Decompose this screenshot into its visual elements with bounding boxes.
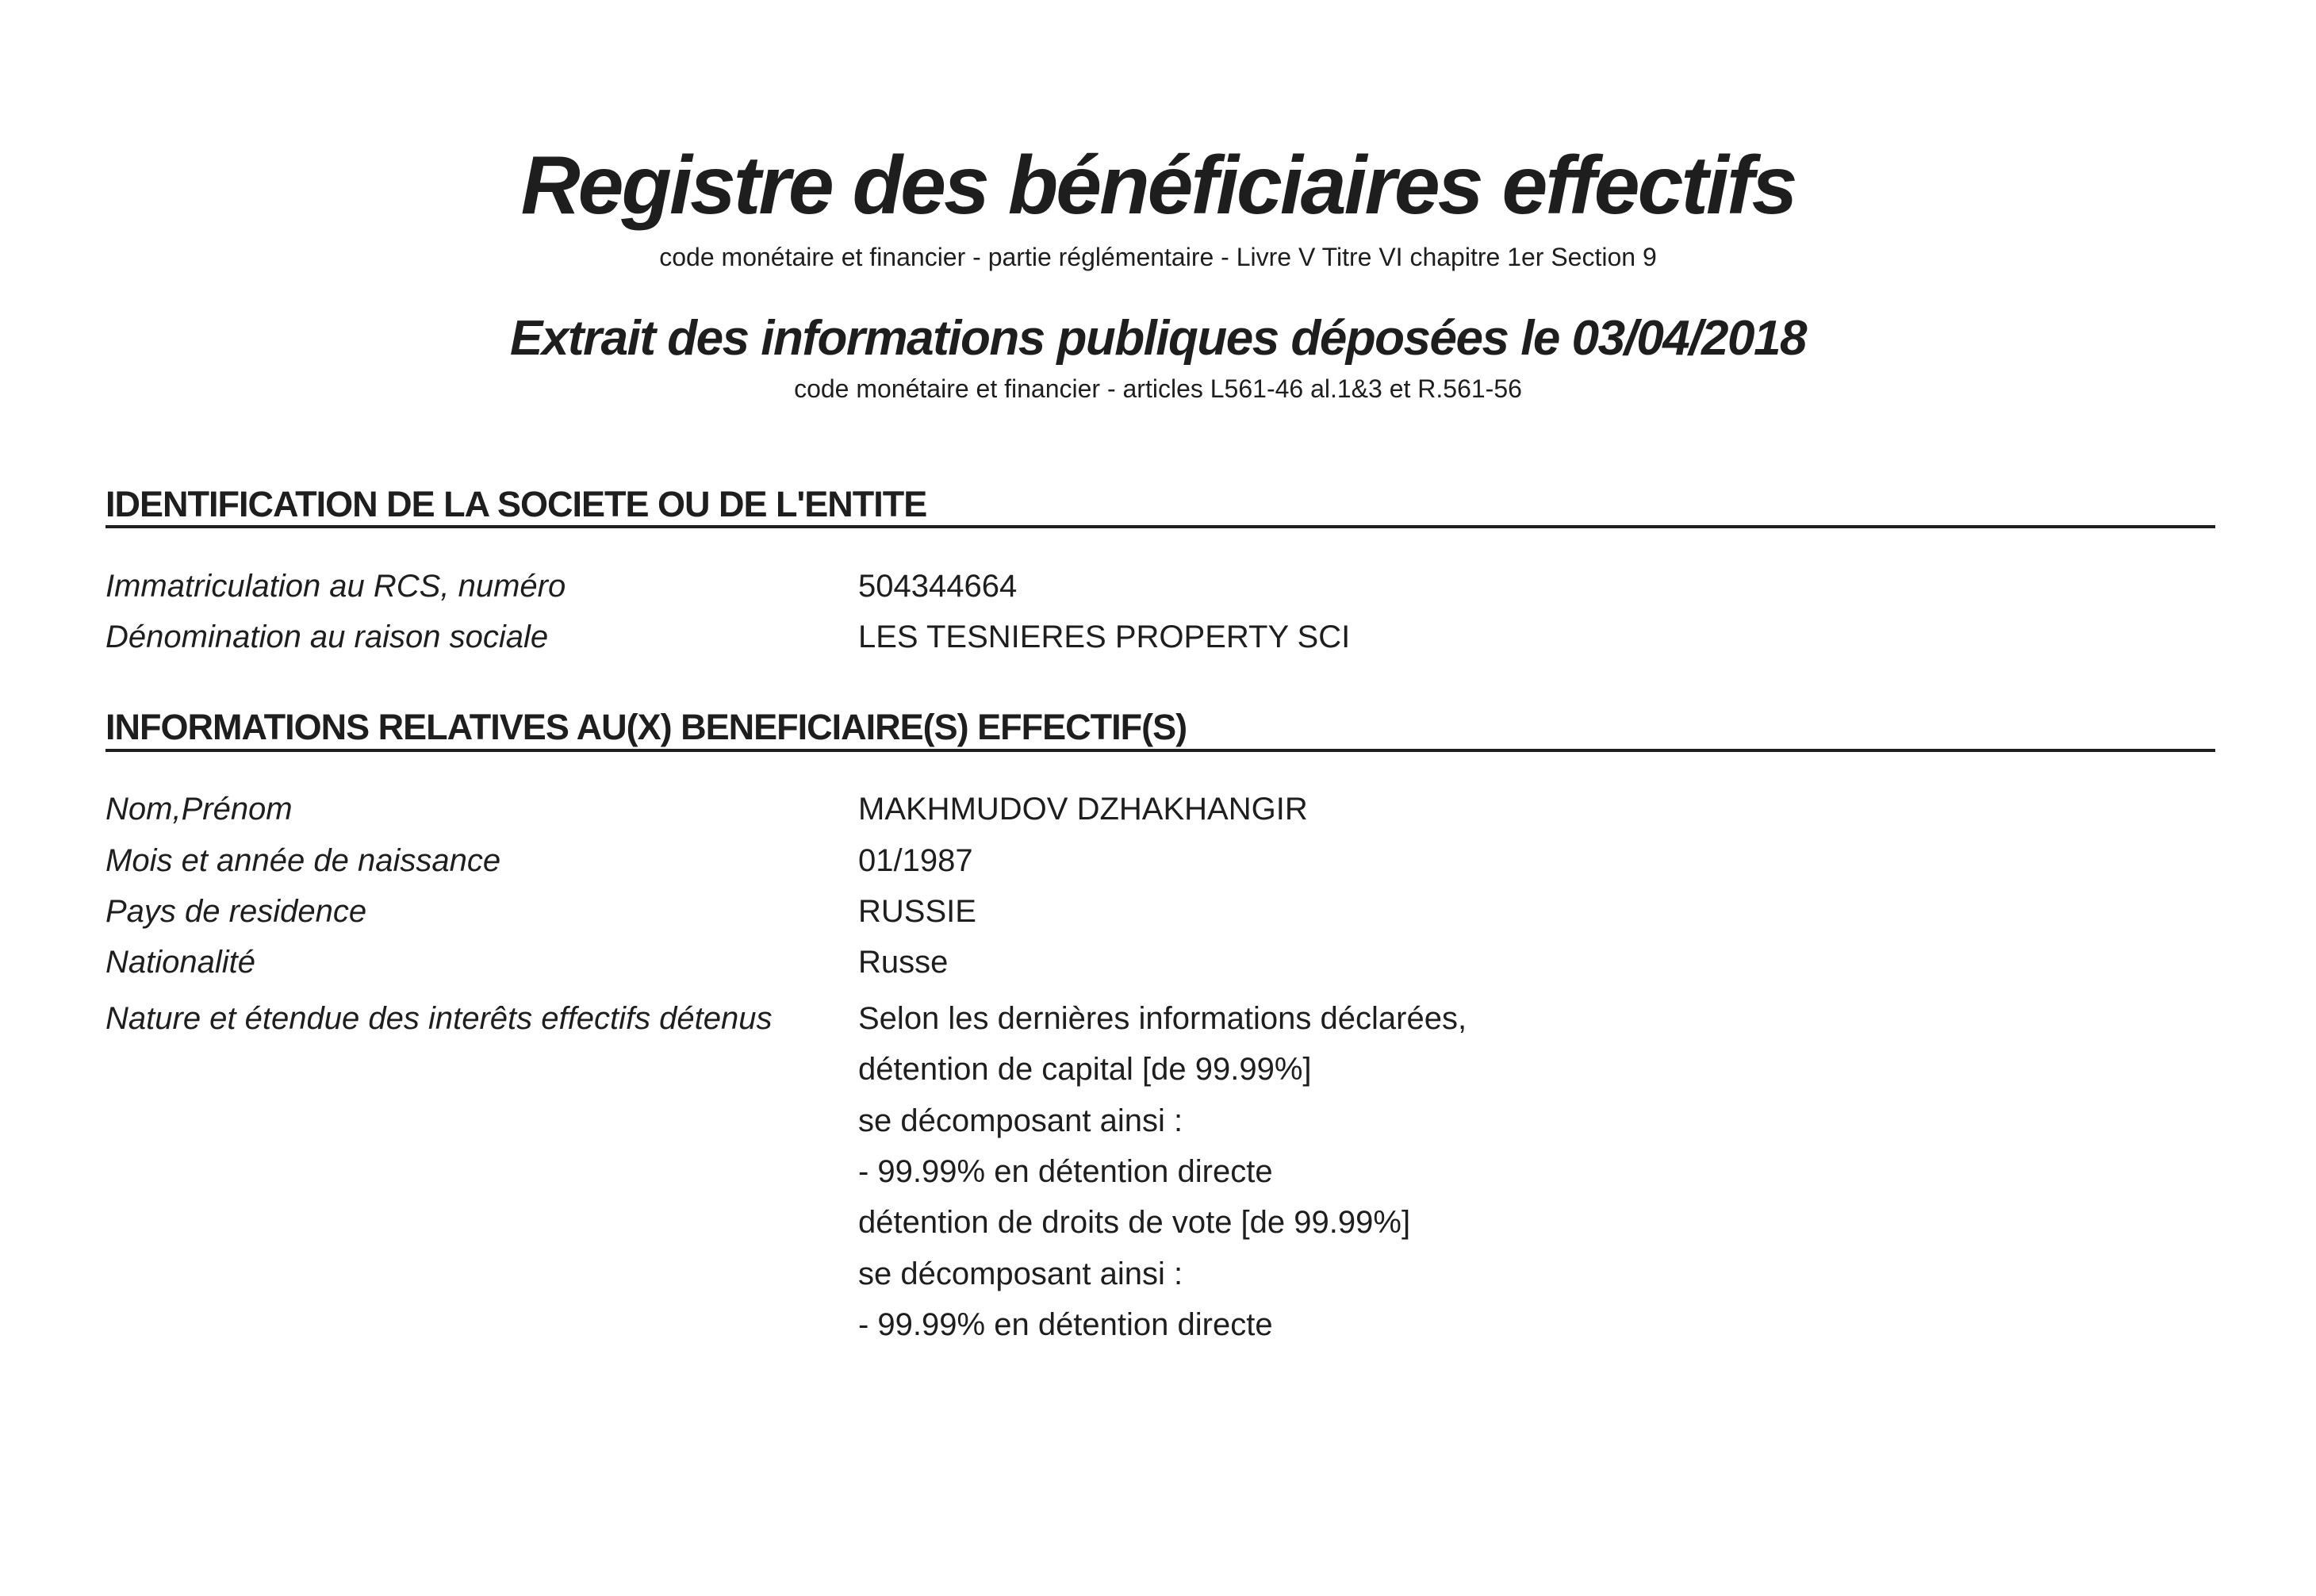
- extract-title: Extrait des informations publiques dépos…: [510, 311, 1807, 366]
- interests-line: Selon les dernières informations déclaré…: [858, 1001, 1467, 1036]
- interests-line: - 99.99% en détention directe: [858, 1154, 1273, 1189]
- field-label-birth: Mois et année de naissance: [105, 843, 501, 878]
- field-label-name: Nom,Prénom: [105, 792, 293, 827]
- field-label-rcs: Immatriculation au RCS, numéro: [105, 569, 566, 604]
- field-label-denomination: Dénomination au raison sociale: [105, 620, 549, 654]
- interests-line: détention de capital [de 99.99%]: [858, 1052, 1312, 1087]
- field-label-interests: Nature et étendue des interêts effectifs…: [105, 1001, 773, 1036]
- interests-line: - 99.99% en détention directe: [858, 1307, 1273, 1342]
- section-heading-beneficiaries: INFORMATIONS RELATIVES AU(X) BENEFICIAIR…: [105, 707, 1187, 747]
- field-label-nationality: Nationalité: [105, 945, 256, 980]
- extract-subtitle: code monétaire et financier - articles L…: [794, 374, 1522, 403]
- field-value-residence: RUSSIE: [858, 894, 976, 929]
- section-divider: [105, 749, 2215, 752]
- field-value-nationality: Russe: [858, 945, 949, 980]
- section-divider: [105, 525, 2215, 528]
- document-title: Registre des bénéficiaires effectifs: [520, 140, 1798, 232]
- field-value-birth: 01/1987: [858, 843, 973, 878]
- field-value-denomination: LES TESNIERES PROPERTY SCI: [858, 620, 1351, 654]
- interests-line: se décomposant ainsi :: [858, 1256, 1183, 1291]
- section-heading-identification: IDENTIFICATION DE LA SOCIETE OU DE L'ENT…: [105, 484, 927, 524]
- field-label-residence: Pays de residence: [105, 894, 367, 929]
- field-value-rcs: 504344664: [858, 569, 1018, 604]
- interests-line: se décomposant ainsi :: [858, 1103, 1183, 1138]
- interests-line: détention de droits de vote [de 99.99%]: [858, 1205, 1411, 1240]
- document-subtitle: code monétaire et financier - partie rég…: [659, 243, 1657, 271]
- field-value-name: MAKHMUDOV DZHAKHANGIR: [858, 792, 1308, 827]
